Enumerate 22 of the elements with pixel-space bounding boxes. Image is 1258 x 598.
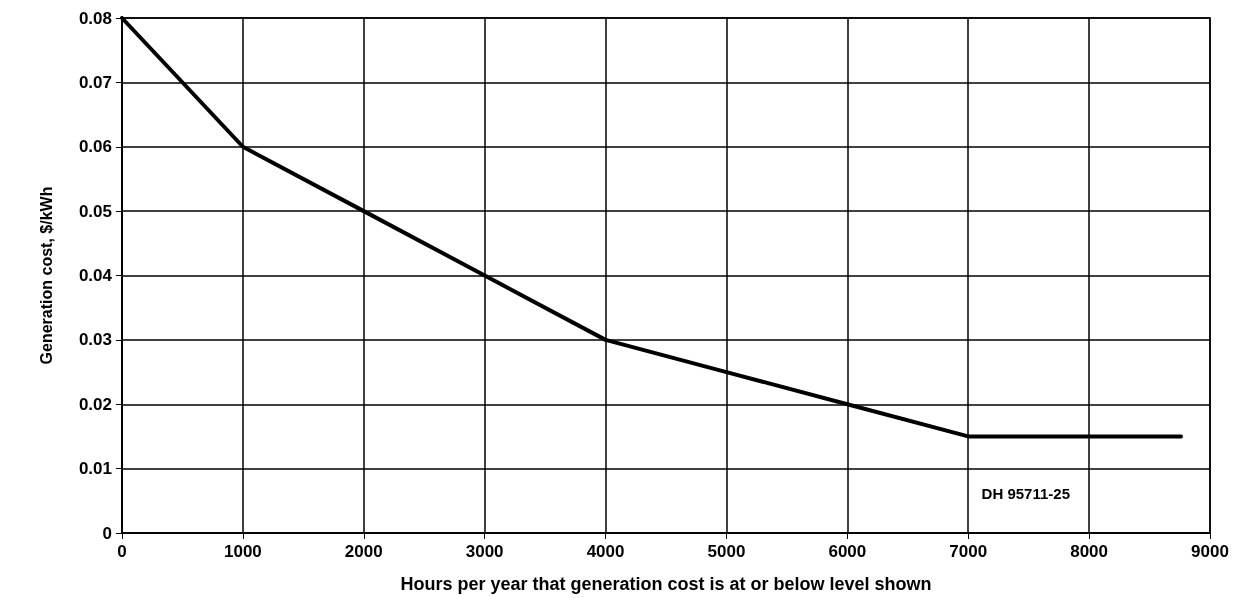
y-axis-title: Generation cost, $/kWh xyxy=(37,186,55,365)
y-tick-label: 0.07 xyxy=(78,72,112,92)
y-tick-label: 0.04 xyxy=(78,266,113,285)
x-tick-label: 8000 xyxy=(1070,542,1109,561)
x-tick-label: 9000 xyxy=(1191,542,1229,561)
x-tick-label: 6000 xyxy=(828,542,867,561)
y-tick-label: 0.08 xyxy=(78,8,112,28)
y-tick-label: 0.02 xyxy=(78,394,112,414)
x-tick-label: 4000 xyxy=(586,542,625,561)
x-tick-label: 5000 xyxy=(707,542,746,561)
x-axis-title: Hours per year that generation cost is at or below level shown xyxy=(400,574,932,594)
annotation: DH 95711-25 xyxy=(981,485,1071,502)
x-tick-label: 0 xyxy=(117,542,127,561)
y-tick-label: 0.01 xyxy=(78,459,112,479)
x-tick-label: 2000 xyxy=(344,542,383,561)
x-tick-label: 1000 xyxy=(223,542,262,561)
y-tick-label: 0 xyxy=(102,523,112,543)
y-tick-label: 0.03 xyxy=(78,330,112,350)
y-tick-label: 0.05 xyxy=(78,201,112,221)
x-tick-label: 3000 xyxy=(465,542,504,561)
y-tick-label: 0.06 xyxy=(78,137,112,157)
x-tick-label: 7000 xyxy=(949,542,988,561)
